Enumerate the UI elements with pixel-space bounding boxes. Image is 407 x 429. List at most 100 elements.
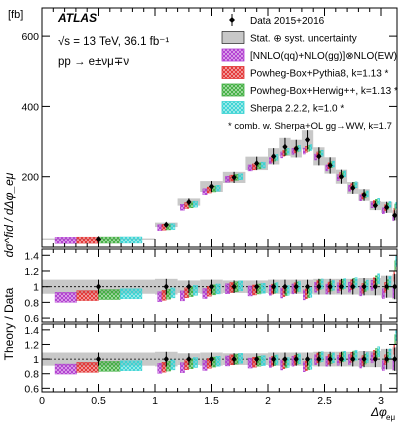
prediction-0 bbox=[247, 164, 253, 172]
prediction-3 bbox=[388, 348, 392, 360]
x-axis-label-sub: eμ bbox=[386, 413, 395, 422]
data-point bbox=[338, 355, 345, 363]
prediction-3 bbox=[193, 285, 198, 296]
data-point bbox=[384, 355, 390, 363]
panel-main: 200 400 600 bbox=[21, 7, 398, 248]
prediction-3 bbox=[320, 351, 324, 362]
panel-ratio2: 0.6 0.8 1 1.2 1.4 bbox=[24, 323, 398, 395]
panel-ratio1: 0.6 0.8 1 1.2 1.4 bbox=[24, 248, 398, 325]
process-label: pp → e±νμ∓ν bbox=[58, 56, 129, 68]
data-point bbox=[304, 283, 311, 290]
prediction-3 bbox=[366, 279, 369, 291]
legend-marker bbox=[229, 17, 235, 23]
prediction-3 bbox=[377, 346, 380, 357]
y-tick-label: 400 bbox=[21, 101, 39, 113]
prediction-0 bbox=[269, 157, 272, 164]
y-tick-label: 200 bbox=[21, 172, 39, 184]
data-point bbox=[384, 204, 390, 211]
data-point bbox=[282, 283, 288, 290]
data-point bbox=[186, 283, 192, 290]
legend-label: Powheg-Box+Pythia8, k=1.13 * bbox=[250, 69, 389, 80]
prediction-0 bbox=[202, 288, 208, 299]
data-point bbox=[208, 183, 215, 190]
prediction-3 bbox=[388, 275, 392, 287]
data-point bbox=[95, 283, 102, 290]
prediction-3 bbox=[238, 173, 243, 180]
legend-swatch bbox=[221, 31, 245, 44]
prediction-3 bbox=[215, 185, 221, 192]
prediction-0 bbox=[314, 153, 317, 161]
x-tick-label: 0.5 bbox=[91, 395, 106, 407]
panel-frame bbox=[41, 7, 398, 248]
prediction-1 bbox=[76, 362, 99, 373]
prediction-0 bbox=[314, 354, 317, 365]
prediction-0 bbox=[370, 201, 374, 209]
prediction-0 bbox=[303, 361, 306, 372]
prediction-3 bbox=[388, 201, 392, 208]
y-tick-label: 0.6 bbox=[24, 383, 39, 395]
prediction-3 bbox=[377, 273, 380, 284]
x-tick-label: 2.5 bbox=[317, 395, 332, 407]
prediction-0 bbox=[247, 285, 253, 297]
data-point bbox=[304, 355, 311, 363]
prediction-0 bbox=[225, 283, 230, 294]
prediction-2 bbox=[98, 236, 121, 244]
data-point bbox=[186, 355, 192, 363]
prediction-3 bbox=[366, 190, 369, 198]
data-point bbox=[327, 355, 333, 363]
legend-label: Powheg-Box+Herwig++, k=1.13 * bbox=[250, 86, 398, 97]
prediction-3 bbox=[238, 280, 243, 292]
data-point bbox=[293, 355, 299, 363]
data-point bbox=[271, 283, 277, 290]
data-point bbox=[293, 283, 299, 290]
energy-lumi-label: √s = 13 TeV, 36.1 fb⁻¹ bbox=[58, 35, 169, 48]
prediction-0 bbox=[348, 354, 351, 365]
x-tick-label: 0 bbox=[39, 395, 45, 407]
data-point bbox=[316, 355, 322, 363]
unit-label: [fb] bbox=[8, 9, 23, 21]
prediction-3 bbox=[354, 277, 358, 288]
data-point bbox=[361, 191, 367, 199]
prediction-0 bbox=[54, 363, 77, 375]
prediction-3 bbox=[298, 353, 301, 365]
x-tick-label: 1 bbox=[152, 395, 158, 407]
data-point bbox=[327, 162, 333, 169]
prediction-3 bbox=[395, 201, 397, 209]
prediction-0 bbox=[348, 281, 351, 293]
y-axis-label: dσ^fid / dΔφ_eμ bbox=[2, 172, 16, 257]
data-point bbox=[372, 202, 378, 209]
prediction-0 bbox=[157, 291, 163, 302]
prediction-1 bbox=[76, 290, 99, 301]
prediction-0 bbox=[336, 354, 340, 366]
prediction-3 bbox=[120, 360, 143, 371]
y-tick-label: 0.8 bbox=[24, 369, 39, 381]
prediction-0 bbox=[225, 355, 230, 367]
prediction-0 bbox=[303, 147, 306, 155]
prediction-3 bbox=[395, 330, 397, 341]
legend-label: Stat. ⊕ syst. uncertainty bbox=[250, 34, 357, 45]
prediction-0 bbox=[291, 283, 295, 295]
prediction-1 bbox=[161, 290, 167, 301]
data-point bbox=[271, 153, 277, 160]
prediction-3 bbox=[366, 352, 369, 363]
prediction-0 bbox=[180, 362, 185, 373]
data-point bbox=[361, 283, 367, 290]
prediction-3 bbox=[298, 145, 301, 152]
prediction-0 bbox=[54, 237, 77, 244]
y-tick-label: 1.2 bbox=[24, 266, 39, 278]
prediction-1 bbox=[76, 236, 99, 244]
prediction-3 bbox=[343, 278, 346, 289]
data-point bbox=[338, 283, 345, 290]
legend-entry-1: Powheg-Box+Pythia8, k=1.13 * bbox=[221, 66, 389, 80]
prediction-0 bbox=[336, 174, 340, 181]
prediction-0 bbox=[247, 357, 253, 369]
legend-entry-2: Powheg-Box+Herwig++, k=1.13 * bbox=[221, 83, 398, 97]
prediction-0 bbox=[359, 285, 363, 297]
prediction-3 bbox=[170, 287, 176, 299]
data-point bbox=[231, 355, 237, 363]
data-point bbox=[271, 355, 277, 363]
prediction-0 bbox=[336, 282, 340, 294]
data-point bbox=[254, 355, 260, 363]
data-point bbox=[254, 283, 260, 290]
